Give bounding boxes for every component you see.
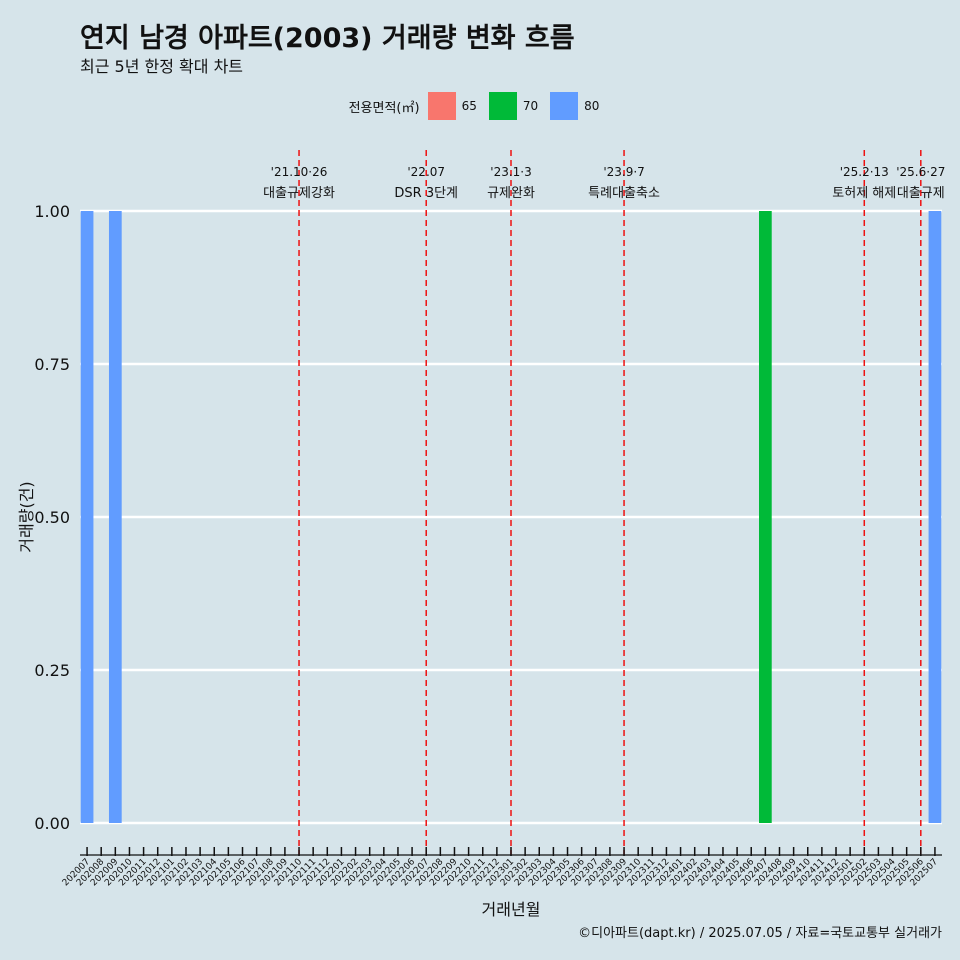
legend-label-80: 80 <box>584 99 600 113</box>
event-label: 대출규제강화 <box>263 186 335 201</box>
bar-80-202009 <box>108 211 122 823</box>
y-axis-title: 거래량(건) <box>17 481 36 552</box>
legend-item-70: 70 <box>488 92 539 120</box>
legend-label-70: 70 <box>522 99 539 113</box>
legend: 전용면적(㎡) 65 70 80 <box>0 92 960 120</box>
bar-80-202507 <box>928 211 942 823</box>
event-label: DSR 3단계 <box>394 186 458 201</box>
y-tick-label: 0.75 <box>34 355 70 374</box>
y-tick-label: 0.25 <box>34 661 70 680</box>
chart-subtitle: 최근 5년 한정 확대 차트 <box>80 57 244 76</box>
y-tick-label: 1.00 <box>34 202 70 221</box>
y-tick-label: 0.00 <box>34 814 70 833</box>
legend-title: 전용면적(㎡) <box>348 100 420 116</box>
event-date: '22.07 <box>407 165 445 179</box>
event-date: '21.10·26 <box>271 165 328 179</box>
event-label: 토허제 해제 <box>832 186 896 201</box>
bar-80-202007 <box>80 211 94 823</box>
bar-70-202407 <box>759 211 772 823</box>
event-date: '23.1·3 <box>490 165 531 179</box>
event-date: '25.6·27 <box>896 165 945 179</box>
source-caption: ©디아파트(dapt.kr) / 2025.07.05 / 자료=국토교통부 실… <box>578 926 942 941</box>
event-date: '23.9·7 <box>603 165 644 179</box>
legend-label-65: 65 <box>461 99 477 113</box>
x-axis-title: 거래년월 <box>482 900 541 919</box>
legend-item-80: 80 <box>550 92 599 120</box>
legend-swatch-80 <box>550 92 579 120</box>
chart-title: 연지 남경 아파트(2003) 거래량 변화 흐름 <box>80 23 575 54</box>
legend-item-65: 65 <box>427 92 477 120</box>
event-date: '25.2·13 <box>840 165 889 179</box>
legend-swatch-70 <box>488 92 517 120</box>
y-tick-label: 0.50 <box>34 508 70 527</box>
event-label: 대출규제 <box>897 186 945 201</box>
event-label: 특례대출축소 <box>588 186 660 201</box>
event-label: 규제완화 <box>487 186 535 201</box>
legend-swatch-65 <box>427 92 456 120</box>
